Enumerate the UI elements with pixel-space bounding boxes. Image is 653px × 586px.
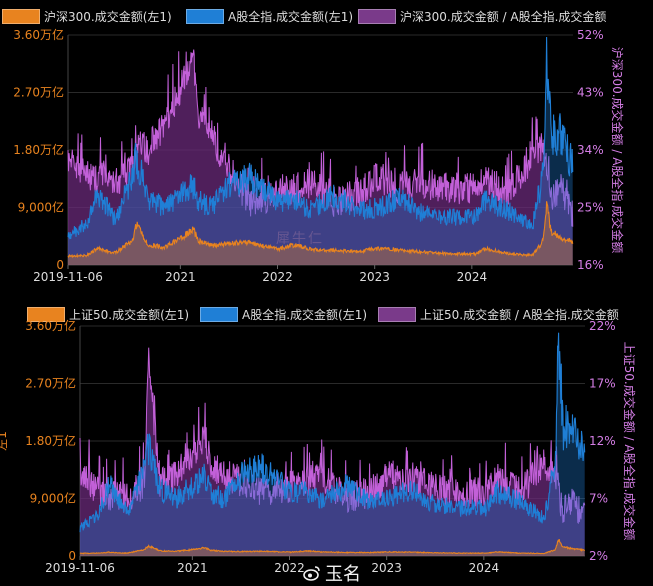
y-left-tick-label: 3.60万亿 — [13, 27, 64, 42]
watermark-faint: 犀牛仁 — [276, 231, 324, 247]
watermark-logo: 玉名 — [303, 560, 361, 586]
x-tick-label: 2019-11-06 — [45, 561, 115, 575]
series-line — [67, 49, 574, 227]
chart-plot-hs300: 0 9,000亿 1.80万亿 2.70万亿 3.60万亿 16% 25% 34% 43% 52%… — [13, 27, 625, 284]
series-line — [67, 36, 574, 240]
watermark-text: 玉名 — [325, 564, 361, 585]
legend-swatch-blue — [186, 9, 224, 24]
x-tick-label: 2024 — [457, 270, 488, 284]
x-tick-label: 2021 — [165, 270, 196, 284]
y-right-tick-label: 2% — [589, 549, 608, 563]
legend-label: 沪深300.成交金额 / A股全指.成交金额 — [400, 10, 607, 24]
y-left-tick-label: 3.60万亿 — [25, 318, 76, 333]
series-line — [67, 201, 574, 259]
y-right-tick-label: 7% — [589, 492, 608, 506]
y-right-tick-label: 25% — [577, 201, 604, 215]
legend-item[interactable]: 沪深300.成交金额 / A股全指.成交金额 — [358, 8, 606, 25]
chart-panel-sz50: 上证50.成交金额(左1) A股全指.成交金额(左1) 上证50.成交金额 / … — [0, 298, 653, 585]
legend-label: 沪深300.成交金额(左1) — [44, 10, 172, 24]
x-tick-label: 2019-11-06 — [33, 270, 103, 284]
legend-swatch-blue — [200, 307, 238, 322]
y-left-tick-label: 1.80万亿 — [13, 142, 64, 157]
series-blue — [67, 36, 574, 265]
legend-label: A股全指.成交金额(左1) — [228, 10, 354, 24]
legend-item[interactable]: 沪深300.成交金额(左1) — [2, 8, 172, 25]
x-tick-label: 2024 — [469, 561, 500, 575]
y-right-tick-label: 43% — [577, 86, 604, 100]
series-area — [68, 37, 573, 265]
legend-label: A股全指.成交金额(左1) — [242, 308, 368, 322]
chart-plot-sz50: 0 9,000亿 1.80万亿 2.70万亿 3.60万亿 2% 7% 12% 17% 22% 20… — [0, 318, 637, 575]
chart-legend: 沪深300.成交金额(左1) A股全指.成交金额(左1) 沪深300.成交金额 … — [0, 8, 653, 30]
y-right-tick-label: 17% — [589, 377, 616, 391]
series-purple — [67, 49, 574, 265]
y-right-tick-label: 22% — [589, 319, 616, 333]
legend-label: 上证50.成交金额 / A股全指.成交金额 — [420, 308, 619, 322]
y-right-axis-title: 沪深300.成交金额 / A股全指.成交金额 — [610, 47, 625, 253]
legend-item[interactable]: 上证50.成交金额 / A股全指.成交金额 — [378, 306, 619, 323]
legend-swatch-orange — [2, 9, 40, 24]
x-tick-label: 2022 — [262, 270, 293, 284]
legend-item[interactable]: 上证50.成交金额(左1) — [27, 306, 189, 323]
series-line — [79, 538, 586, 555]
y-left-tick-label: 0 — [68, 549, 76, 563]
weibo-icon — [303, 566, 320, 581]
y-left-tick-label: 2.70万亿 — [25, 376, 76, 391]
series-area — [80, 332, 585, 556]
series-line — [79, 332, 586, 533]
y-left-tick-label: 9,000亿 — [18, 200, 64, 215]
series-orange — [67, 201, 574, 265]
series-orange — [79, 538, 586, 556]
y-right-axis-title: 上证50.成交金额 / A股全指.成交金额 — [622, 342, 637, 541]
y-left-tick-label: 9,000亿 — [30, 491, 76, 506]
chart-legend: 上证50.成交金额(左1) A股全指.成交金额(左1) 上证50.成交金额 / … — [0, 306, 653, 328]
legend-swatch-orange — [27, 307, 65, 322]
legend-item[interactable]: A股全指.成交金额(左1) — [186, 8, 353, 25]
x-tick-label: 2021 — [177, 561, 208, 575]
y-right-tick-label: 34% — [577, 143, 604, 157]
series-blue — [79, 332, 586, 556]
legend-swatch-purple — [358, 9, 396, 24]
y-left-tick-label: 1.80万亿 — [25, 433, 76, 448]
x-tick-label: 2023 — [371, 561, 402, 575]
series-area — [68, 201, 573, 265]
legend-item[interactable]: A股全指.成交金额(左1) — [200, 306, 367, 323]
x-tick-label: 2022 — [274, 561, 305, 575]
series-area — [80, 539, 585, 556]
series-line — [79, 347, 586, 525]
legend-label: 上证50.成交金额(左1) — [69, 308, 190, 322]
legend-swatch-purple — [378, 307, 416, 322]
y-right-tick-label: 16% — [577, 258, 604, 272]
series-area — [68, 49, 573, 265]
y-left-axis-title: 左1 — [0, 431, 9, 451]
y-left-tick-label: 2.70万亿 — [13, 85, 64, 100]
x-tick-label: 2023 — [359, 270, 390, 284]
y-left-tick-label: 0 — [56, 258, 64, 272]
y-right-tick-label: 52% — [577, 28, 604, 42]
chart-panel-hs300: 沪深300.成交金额(左1) A股全指.成交金额(左1) 沪深300.成交金额 … — [0, 0, 653, 292]
y-right-tick-label: 12% — [589, 434, 616, 448]
